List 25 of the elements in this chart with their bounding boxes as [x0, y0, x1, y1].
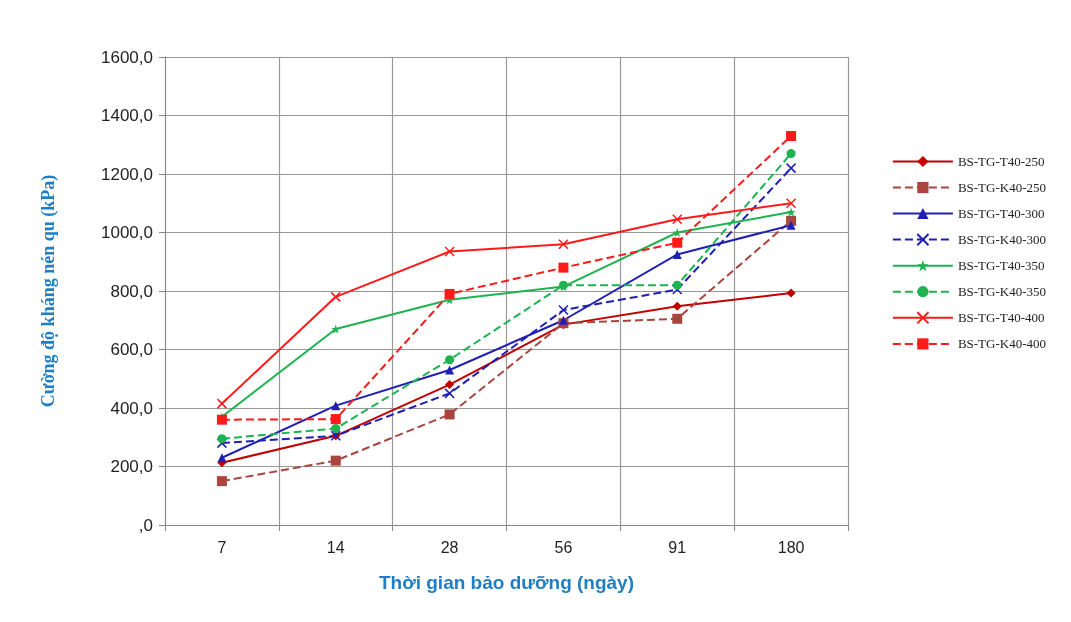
y-tick-label: 400,0 [110, 398, 153, 418]
y-tick-label: 600,0 [110, 340, 153, 359]
x-tick-label: 56 [554, 538, 573, 556]
legend-label: BS-TG-T40-300 [957, 206, 1045, 221]
legend-label: BS-TG-K40-300 [957, 232, 1046, 248]
legend-label: BS-TG-K40-250 [957, 180, 1046, 195]
legend-label: BS-TG-T40-350 [957, 258, 1045, 274]
x-tick-label: 7 [217, 538, 227, 556]
x-tick-label: 14 [326, 538, 345, 556]
y-tick-label: 1200,0 [101, 164, 153, 184]
x-tick-label: 28 [440, 538, 459, 556]
y-tick-label: 800,0 [110, 281, 153, 301]
x-axis-title: Thời gian bảo dưỡng (ngày) [378, 572, 635, 593]
y-tick-label: ,0 [138, 515, 153, 535]
x-tick-label: 91 [668, 538, 687, 556]
legend-label: BS-TG-K40-400 [957, 336, 1046, 352]
legend-label: BS-TG-T40-250 [957, 154, 1045, 169]
x-tick-label: 180 [777, 538, 805, 556]
y-tick-label: 200,0 [110, 457, 153, 476]
y-tick-label: 1000,0 [101, 223, 153, 242]
y-axis-title: Cường độ kháng nén qu (kPa) [38, 174, 59, 408]
y-tick-label: 1600,0 [101, 47, 153, 67]
y-tick-label: 1400,0 [101, 106, 153, 125]
legend-label: BS-TG-T40-400 [957, 310, 1045, 326]
legend-label: BS-TG-K40-350 [957, 284, 1046, 300]
